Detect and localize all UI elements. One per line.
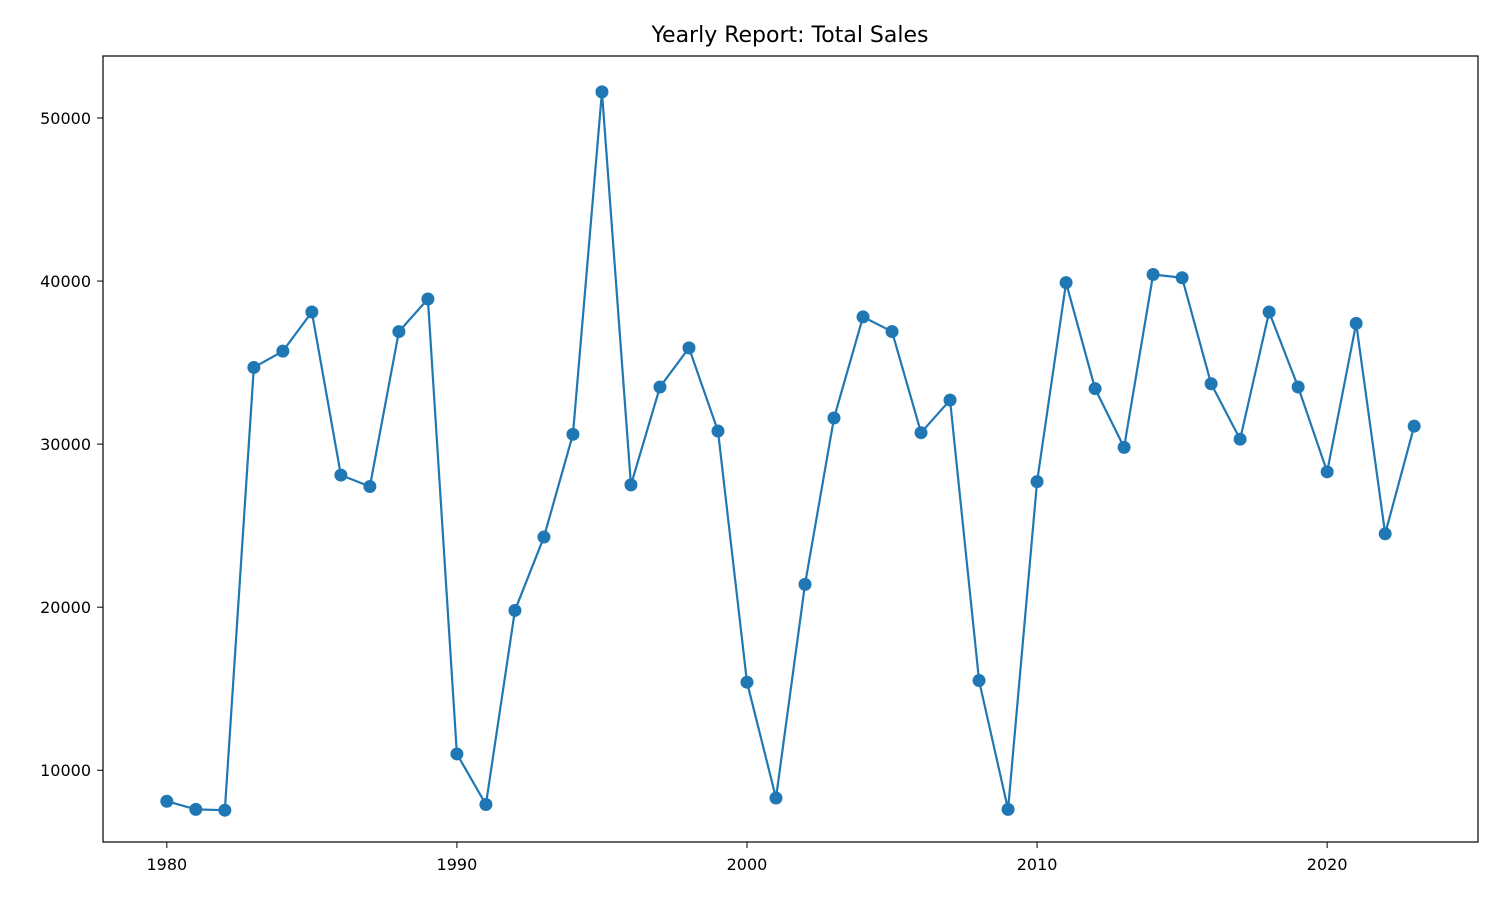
data-point (653, 380, 667, 394)
data-point (334, 468, 348, 482)
data-point (972, 674, 986, 688)
data-point (450, 747, 464, 761)
sales-series (160, 85, 1421, 817)
data-point (479, 797, 493, 811)
data-point (189, 802, 203, 816)
data-point (1117, 440, 1131, 454)
data-point (1175, 271, 1189, 285)
data-point (740, 675, 754, 689)
data-point (421, 292, 435, 306)
data-point (1291, 380, 1305, 394)
data-point (1088, 382, 1102, 396)
data-point (856, 310, 870, 324)
data-point (537, 530, 551, 544)
data-point (711, 424, 725, 438)
data-point (682, 341, 696, 355)
data-point (885, 325, 899, 339)
x-tick-label: 2010 (1017, 855, 1058, 874)
data-point (1320, 465, 1334, 479)
x-axis-ticks: 1980 1990 2000 2010 2020 (146, 842, 1348, 874)
y-tick-label: 30000 (40, 435, 91, 454)
data-point (1349, 316, 1363, 330)
data-point (1378, 527, 1392, 541)
x-tick-label: 1980 (146, 855, 187, 874)
data-point (1262, 305, 1276, 319)
x-tick-label: 2000 (727, 855, 768, 874)
data-point (769, 791, 783, 805)
data-point (1059, 276, 1073, 290)
y-tick-label: 10000 (40, 761, 91, 780)
data-point (247, 360, 261, 374)
data-point (160, 794, 174, 808)
series-line (166, 90, 1416, 812)
data-point (1030, 475, 1044, 489)
plot-frame (102, 55, 1479, 843)
y-axis-ticks: 10000 20000 30000 40000 50000 (40, 109, 103, 780)
y-tick-label: 40000 (40, 272, 91, 291)
data-point (1407, 419, 1421, 433)
y-tick-label: 20000 (40, 598, 91, 617)
data-point (1233, 432, 1247, 446)
data-point (914, 426, 928, 440)
data-point (276, 344, 290, 358)
data-point (566, 427, 580, 441)
y-tick-label: 50000 (40, 109, 91, 128)
data-point (827, 411, 841, 425)
data-point (392, 325, 406, 339)
data-point (508, 603, 522, 617)
data-point (305, 305, 319, 319)
data-point (943, 393, 957, 407)
data-point (595, 85, 609, 99)
x-tick-label: 2020 (1307, 855, 1348, 874)
chart-title: Yearly Report: Total Sales (651, 23, 929, 48)
x-tick-label: 1990 (437, 855, 478, 874)
data-point (1146, 268, 1160, 282)
data-point (1204, 377, 1218, 391)
data-point (363, 480, 377, 494)
data-point (798, 577, 812, 591)
data-point (1001, 802, 1015, 816)
data-point (624, 478, 638, 492)
data-point (218, 803, 232, 817)
